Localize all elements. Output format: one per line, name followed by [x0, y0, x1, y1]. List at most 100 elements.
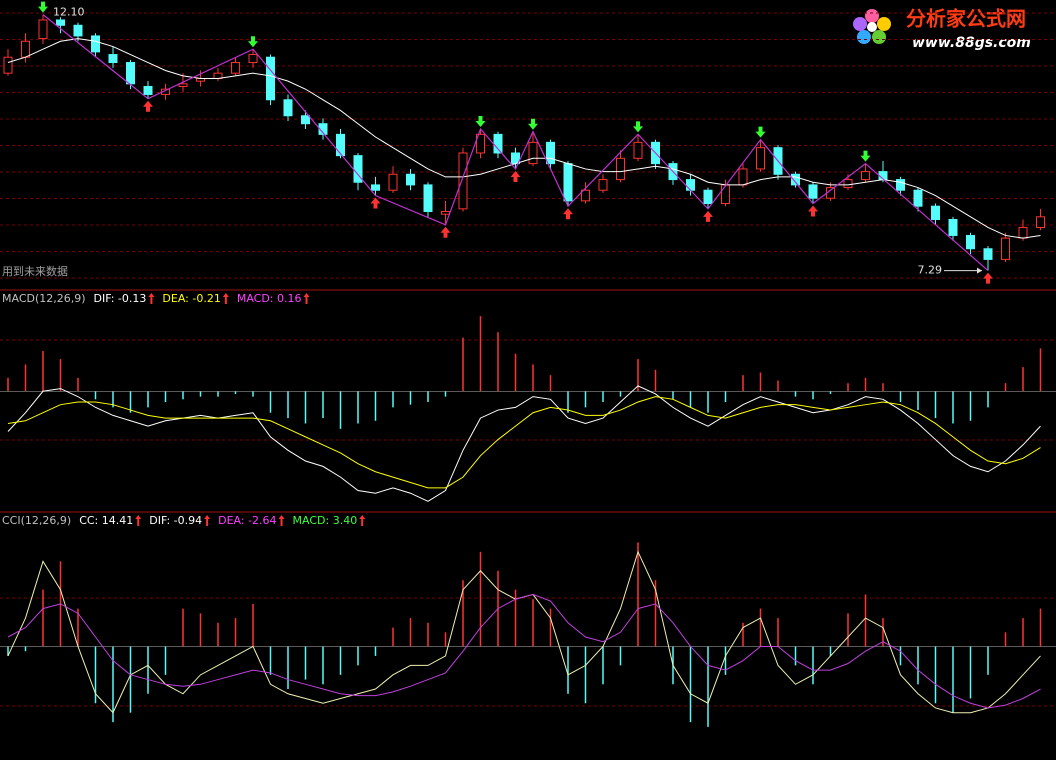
- logo-center: [867, 22, 877, 32]
- candle-body: [108, 54, 118, 64]
- candle-body: [1001, 237, 1010, 260]
- candle-body: [598, 179, 608, 191]
- candle-body: [126, 62, 135, 85]
- buy-signal: [983, 272, 993, 284]
- legend-arrow: [359, 515, 366, 526]
- indicator-line: [7, 593, 1041, 709]
- logo-url: www.88gs.com: [912, 35, 1031, 51]
- candle-body: [808, 184, 818, 199]
- legend-item: DIF: -0.13: [94, 292, 147, 305]
- legend-arrow: [278, 515, 285, 526]
- sell-signal: [860, 150, 871, 162]
- sell-signal: [633, 121, 643, 133]
- candle-body: [616, 157, 625, 181]
- candle-body: [738, 168, 748, 186]
- candle-body: [231, 62, 240, 74]
- candle-body: [371, 184, 380, 191]
- logo: 分析家公式网 www.88gs.com: [853, 7, 1031, 51]
- candle-body: [1036, 216, 1045, 228]
- candle-body: [476, 133, 485, 154]
- logo-petal: [872, 30, 886, 44]
- legend-arrow: [204, 515, 211, 526]
- low-pointer-head: [977, 267, 982, 274]
- candle-body: [843, 179, 853, 189]
- candle-body: [283, 99, 293, 117]
- candle-body: [318, 123, 328, 135]
- legend-arrow: [148, 293, 155, 304]
- candle-body: [528, 141, 538, 165]
- logo-petal: [853, 17, 867, 31]
- legend-arrow: [303, 293, 310, 304]
- candle-body: [3, 56, 13, 74]
- candle-body: [948, 218, 958, 236]
- buy-signal: [143, 100, 153, 112]
- candle-body: [983, 248, 993, 260]
- candle-body: [563, 163, 573, 202]
- candle-body: [966, 234, 975, 250]
- candle-body: [73, 24, 83, 37]
- sell-signal: [755, 126, 766, 138]
- candle-body: [266, 56, 275, 101]
- candle-body: [91, 35, 100, 53]
- candle-body: [633, 141, 643, 159]
- legend-item: DEA: -2.64: [218, 514, 276, 527]
- logo-petal: [857, 30, 871, 44]
- high-label: 12.10: [53, 6, 85, 19]
- candle-body: [1018, 226, 1028, 239]
- candle-body: [546, 141, 555, 165]
- sell-signal: [38, 1, 48, 13]
- candle-body: [721, 184, 730, 205]
- candle-body: [703, 189, 713, 205]
- indicator-line: [7, 396, 1041, 489]
- legend-item: CC: 14.41: [79, 514, 133, 527]
- legend-item: MACD: 0.16: [237, 292, 302, 305]
- sell-signal: [248, 36, 258, 48]
- signal-line: [42, 14, 989, 272]
- buy-signal: [563, 208, 573, 220]
- candle-body: [388, 173, 398, 191]
- legend-arrow: [222, 293, 229, 304]
- buy-signal: [440, 226, 451, 238]
- buy-signal: [510, 170, 521, 182]
- candle-body: [336, 133, 345, 157]
- candle-body: [493, 133, 503, 154]
- sell-signal: [475, 116, 486, 128]
- warning-text: 用到未来数据: [2, 264, 68, 278]
- candle-body: [38, 19, 48, 40]
- buy-signal: [808, 205, 818, 217]
- candle-body: [581, 189, 590, 202]
- candle-body: [248, 54, 258, 64]
- candle-body: [423, 184, 433, 213]
- sell-signal: [528, 118, 538, 130]
- candle-body: [406, 173, 415, 186]
- legend-item: DEA: -0.21: [162, 292, 220, 305]
- logo-petal: [865, 9, 879, 23]
- moving-average: [7, 38, 1041, 239]
- candle-body: [931, 205, 940, 220]
- legend-item: MACD: 3.40: [293, 514, 358, 527]
- legend-item: DIF: -0.94: [149, 514, 202, 527]
- candle-body: [301, 115, 310, 125]
- candle-body: [458, 152, 468, 210]
- candle-body: [56, 19, 65, 26]
- candle-body: [143, 85, 153, 95]
- low-label: 7.29: [918, 264, 943, 277]
- panel-title: CCI(12,26,9): [2, 514, 71, 527]
- candle-body: [178, 83, 188, 87]
- candle-body: [21, 40, 30, 58]
- panel-title: MACD(12,26,9): [2, 292, 86, 305]
- candle-body: [791, 173, 800, 186]
- logo-title: 分析家公式网: [906, 7, 1026, 31]
- logo-petal: [877, 17, 891, 31]
- candle-body: [686, 179, 695, 191]
- legend-arrow: [135, 515, 142, 526]
- buy-signal: [703, 210, 713, 222]
- candle-body: [913, 189, 923, 207]
- candle-body: [756, 147, 765, 170]
- candle-body: [896, 179, 905, 191]
- candle-body: [861, 171, 870, 181]
